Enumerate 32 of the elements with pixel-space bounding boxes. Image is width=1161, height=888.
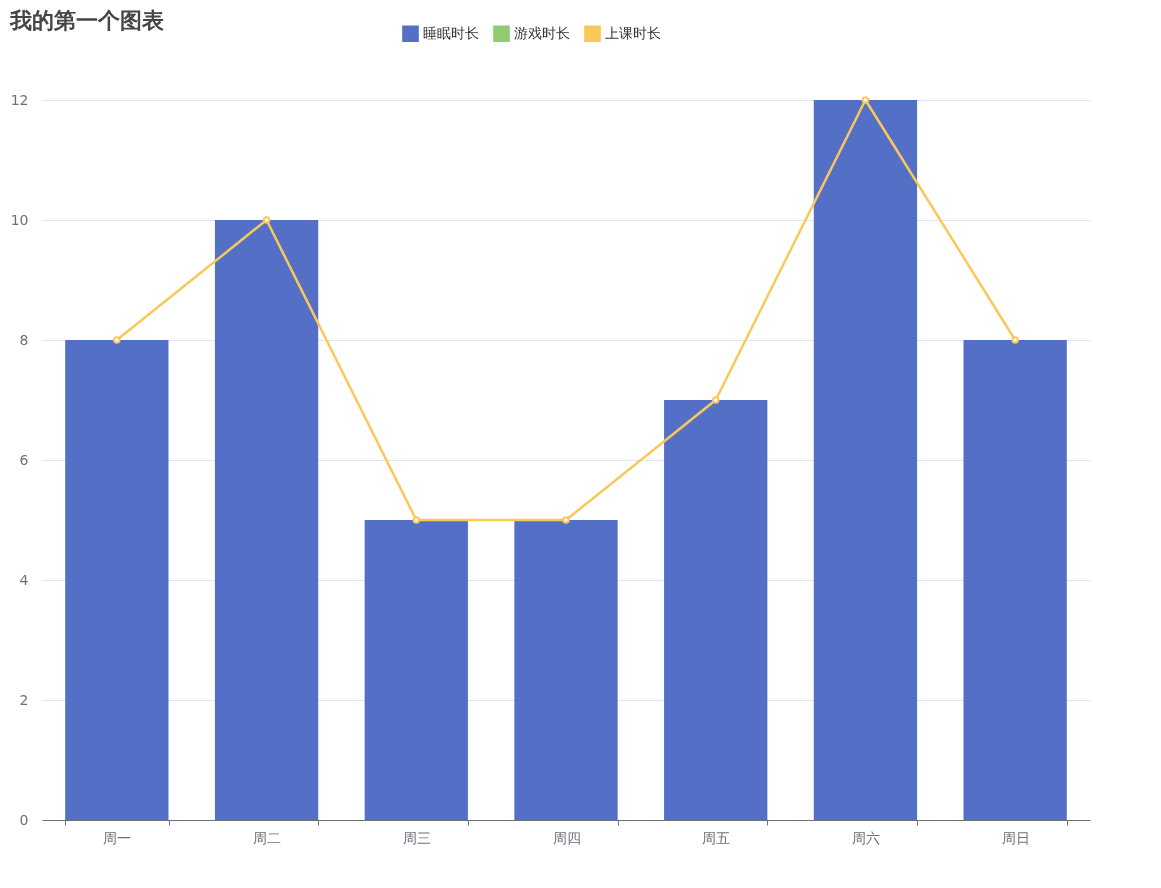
y-tick-label: 0 [19,811,29,828]
bar [664,400,768,820]
legend-label: 睡眠时长 [423,24,479,41]
legend-label: 游戏时长 [514,24,570,41]
y-tick-label: 4 [19,571,29,588]
chart-title: 我的第一个图表 [9,8,165,33]
bar [514,520,618,820]
bar [813,100,918,820]
point [412,516,421,524]
y-tick-label: 10 [10,211,29,228]
y-tick-label: 8 [19,331,29,348]
bar [65,340,169,820]
point [861,96,870,104]
point [113,336,121,344]
x-tick-label: 周一 [103,829,132,846]
point [711,396,720,404]
legend-label: 上课时长 [605,24,661,41]
bar [364,520,468,820]
y-tick-label: 6 [19,451,29,468]
x-tick-label: 周日 [1001,829,1030,846]
y-tick-label: 12 [10,91,29,108]
point [1011,336,1019,344]
x-tick-label: 周二 [253,829,282,846]
bar [214,220,319,820]
bar [963,340,1067,820]
x-tick-label: 周四 [552,829,581,846]
point [262,216,271,224]
x-tick-label: 周三 [402,829,431,846]
x-tick-label: 周六 [851,829,880,846]
x-tick-label: 周五 [702,829,731,846]
point [562,516,570,524]
y-tick-label: 2 [19,691,29,708]
